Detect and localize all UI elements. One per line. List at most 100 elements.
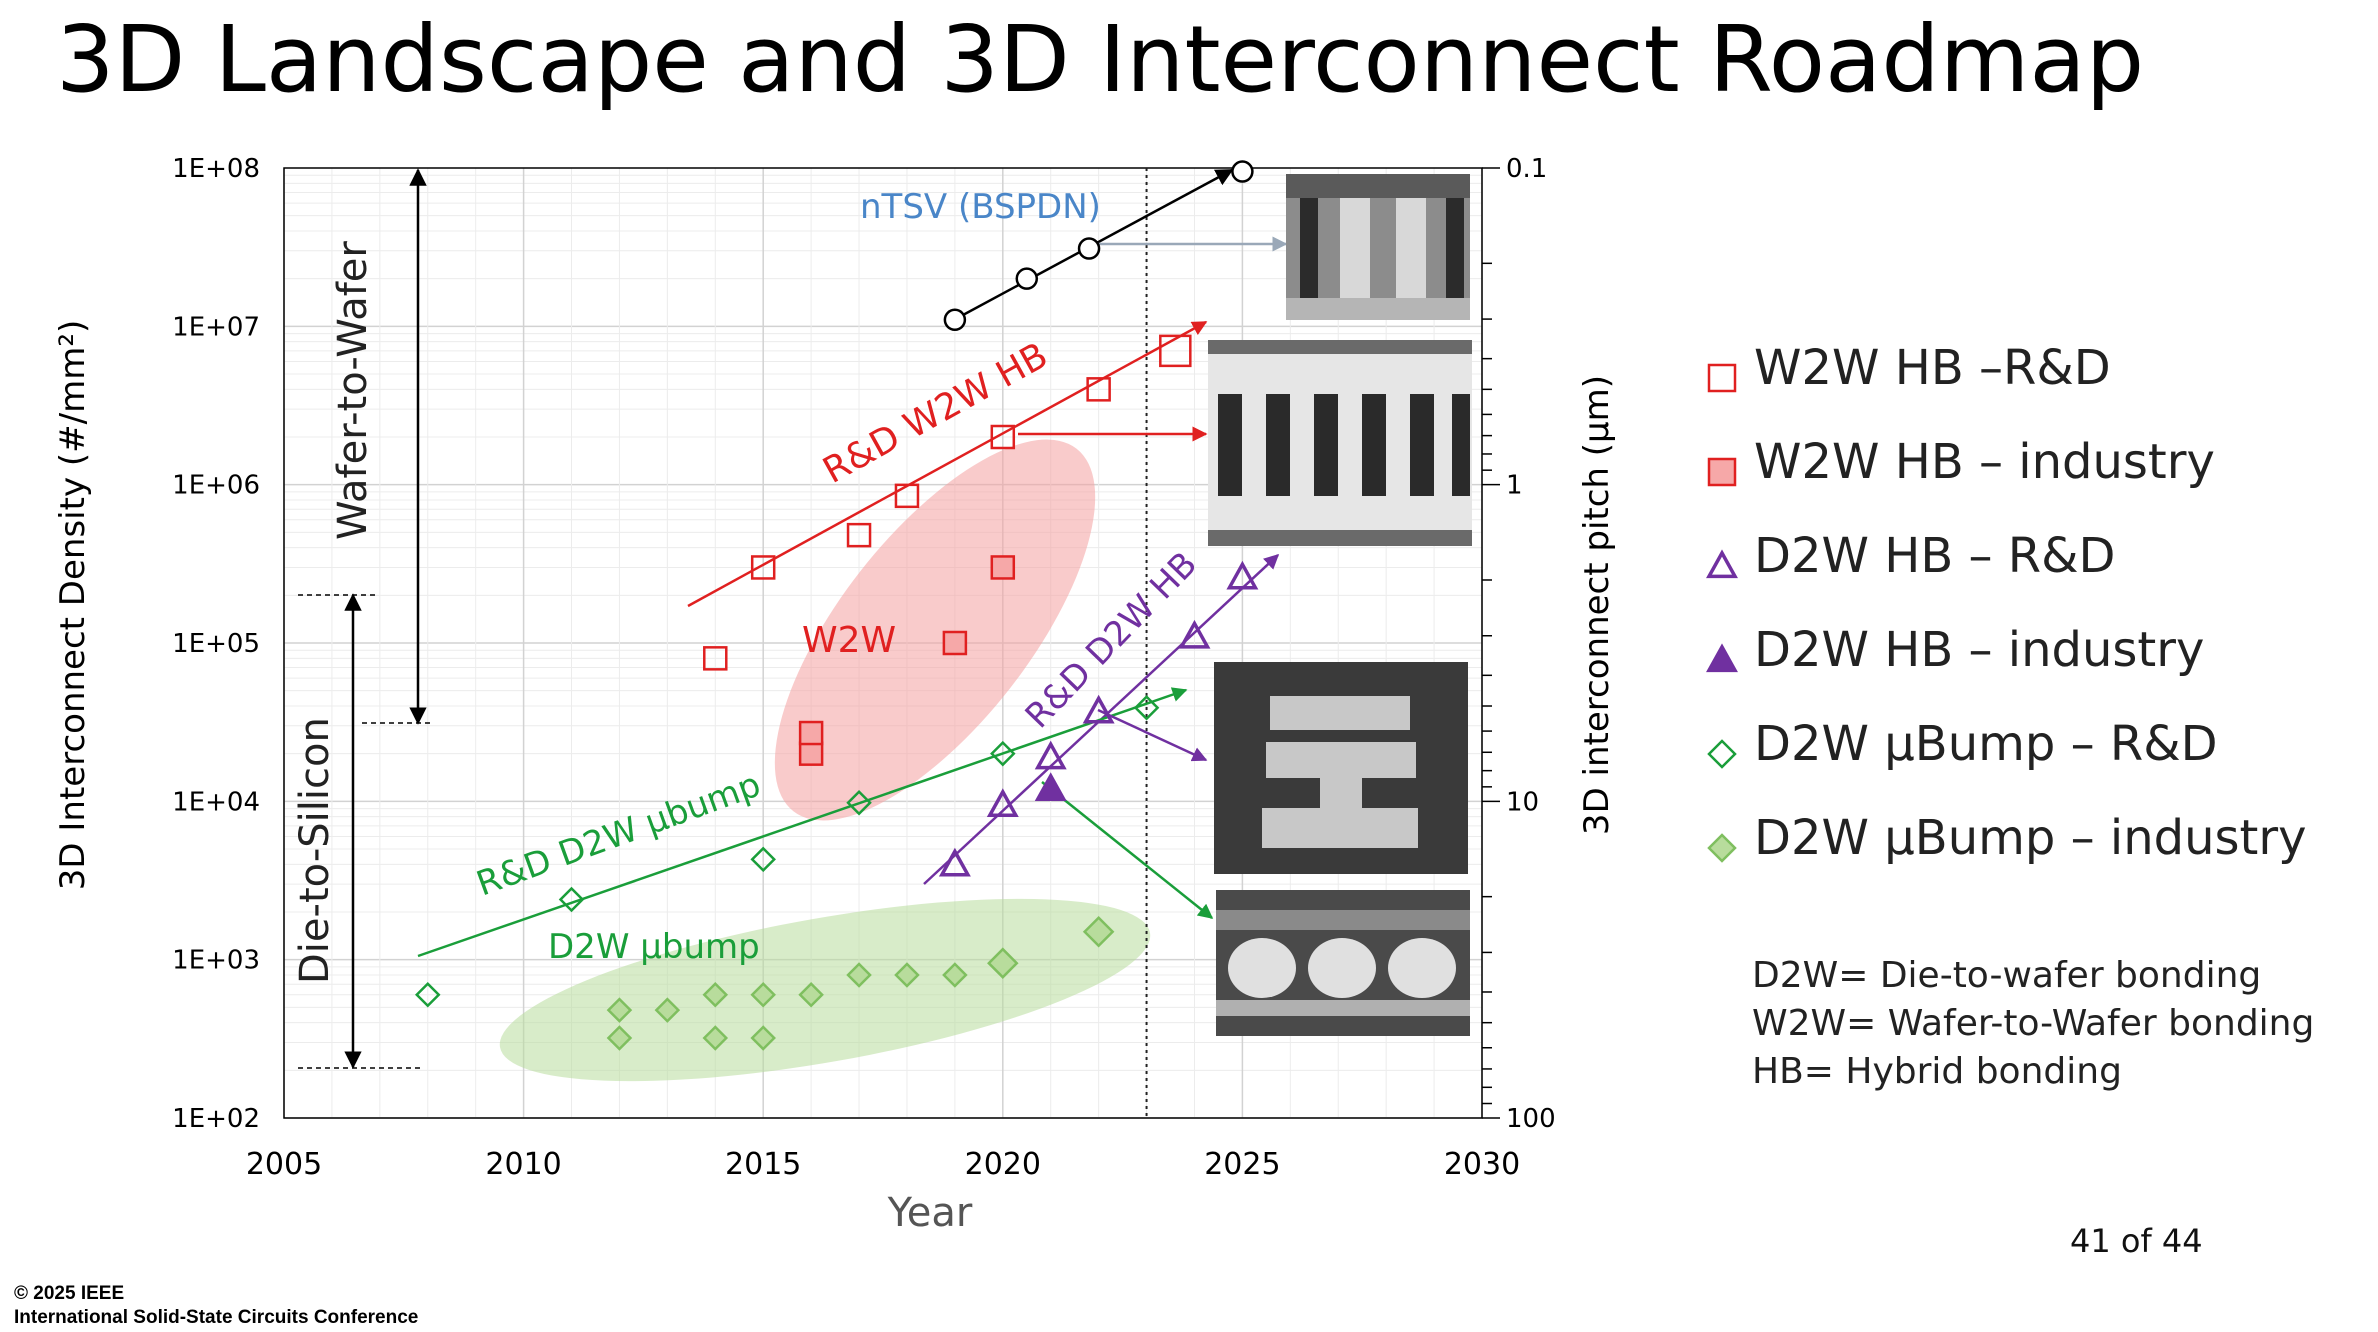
series-6 [943,160,1254,332]
legend-label: D2W HB – R&D [1754,528,2116,584]
y-tick-label: 1E+06 [172,471,260,501]
data-point [606,1025,633,1051]
data-point [1159,334,1192,368]
annotation-wafer-to-wafer: Wafer-to-Wafer [330,241,376,540]
series-1 [798,555,1016,766]
x-tick-label: 2010 [485,1147,561,1182]
d2w-ubump-cluster-shade [499,898,1151,1082]
data-point [1178,619,1211,649]
data-point [1133,694,1160,721]
series-5 [606,916,1115,1051]
y2-tick-label: 0.1 [1506,154,1547,184]
legend-label: D2W HB – industry [1754,622,2205,678]
conference-name: International Solid-State Circuits Confe… [14,1307,419,1328]
legend-item: D2W HB – industry [1700,612,2360,706]
x-tick-label: 2005 [246,1147,322,1182]
legend-marker-icon [1707,833,1737,863]
legend-item: W2W HB –R&D [1700,330,2360,424]
data-point [750,1025,776,1051]
data-marks [414,160,1259,1051]
data-point [1226,560,1259,590]
annotation-ntsv: nTSV (BSPDN) [860,187,1101,227]
x-tick-label: 2030 [1444,1147,1520,1182]
data-point [750,846,776,873]
annotation-die-to-silicon: Die-to-Silicon [292,717,338,984]
x-tick-label: 2015 [725,1147,801,1182]
legend-marker-icon [1707,739,1737,769]
page-number: 41 of 44 [2070,1222,2203,1260]
y-tick-label: 1E+04 [172,787,260,817]
slide-title: 3D Landscape and 3D Interconnect Roadmap [56,6,2145,113]
series-3 [1034,772,1067,801]
w2w-cluster-shade [774,439,1096,821]
legend-item: D2W HB – R&D [1700,518,2360,612]
legend-item: D2W µBump – industry [1700,800,2360,894]
data-point [1015,267,1039,290]
series-4 [414,694,1160,1008]
legend-marker-icon [1707,363,1737,393]
data-point [846,962,872,988]
die-to-silicon-range [298,593,420,1069]
ntsv-micrograph [1286,174,1470,320]
annotation-w2w: W2W [802,620,896,661]
data-point [894,962,920,988]
y-tick-label: 1E+07 [172,312,260,342]
data-point [750,555,776,580]
legend-label: W2W HB – industry [1754,434,2215,490]
abbreviation-notes: D2W= Die-to-wafer bonding W2W= Wafer-to-… [1752,952,2314,1096]
plot-area-border [283,167,1483,1119]
data-point [1034,740,1067,770]
legend-item: D2W µBump – R&D [1700,706,2360,800]
data-point [702,1025,729,1051]
data-point [798,741,824,766]
annotation-rd-d2w-ubump: R&D D2W µbump [471,765,765,905]
data-point [798,982,824,1008]
y-tick-label: 1E+02 [172,1104,260,1134]
data-point [938,847,971,877]
x-tick-label: 2025 [1204,1147,1280,1182]
axis-ticks: 2005 2010 2015 2020 2025 2030 1E+02 1E+03 1E+04 1… [172,154,1555,1182]
data-point [942,630,968,656]
data-point [1086,377,1111,402]
series-0 [703,334,1192,671]
y-tick-label: 1E+08 [172,154,260,184]
legend-item: W2W HB – industry [1700,424,2360,518]
y-tick-label: 1E+05 [172,629,260,659]
data-point [1231,160,1254,183]
data-point [894,483,920,509]
data-point [798,720,824,746]
data-point [846,522,872,548]
y2-axis-label: 3D interconnect pitch (µm) [1577,375,1617,835]
annotation-d2w-ubump: D2W µbump [548,927,760,967]
data-point [703,646,728,671]
arrow-to-ubump-photo [1041,781,1214,919]
note-d2w: D2W= Die-to-wafer bonding [1752,955,2262,996]
data-point [558,886,585,913]
legend: W2W HB –R&D W2W HB – industry D2W HB – R&D… [1700,330,2360,894]
trend-line-rd-d2w-ubump [417,687,1188,958]
y2-tick-label: 10 [1506,787,1539,817]
legend-label: W2W HB –R&D [1754,340,2111,396]
data-point [750,982,776,1008]
data-point [990,424,1016,450]
legend-marker-icon [1706,549,1738,579]
legend-marker-icon [1707,457,1737,487]
x-axis-label: Year [887,1190,973,1236]
y2-tick-label: 1 [1506,471,1523,501]
arrow-to-d2w-hb-photo [1097,708,1208,762]
d2w-hb-micrograph [1214,662,1468,874]
copyright-line: © 2025 IEEE [14,1283,125,1304]
data-point [702,982,729,1008]
legend-marker-icon [1706,643,1738,673]
data-point [990,740,1016,767]
legend-label: D2W µBump – industry [1754,810,2307,866]
data-point [1082,694,1115,724]
ubump-micrograph [1216,890,1470,1036]
y-tick-label: 1E+03 [172,946,260,976]
data-point [943,308,967,332]
data-point [654,997,681,1023]
note-w2w: W2W= Wafer-to-Wafer bonding [1752,1003,2315,1044]
w2w-hb-micrograph [1208,340,1472,546]
data-point [1034,772,1067,801]
